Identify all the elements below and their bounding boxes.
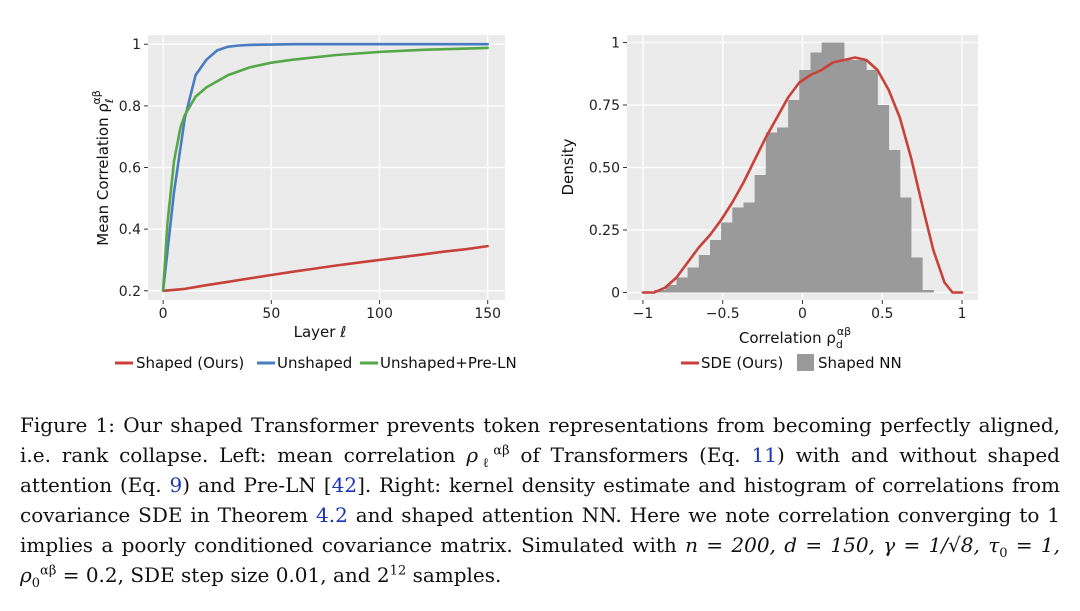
caption-rho0-sup: αβ xyxy=(40,563,57,579)
caption-text-2: of Transformers (Eq. xyxy=(509,443,752,467)
histogram-bar xyxy=(899,197,912,293)
caption-math-2: = 1, ρ xyxy=(20,533,1061,587)
left-series-lines xyxy=(161,42,490,293)
histogram-bar xyxy=(710,240,722,293)
right-x-ticks: −1 −0.5 0 0.5 1 xyxy=(633,300,967,322)
caption-math-1: n = 200, d = 150, γ = 1/√8, τ xyxy=(685,533,1000,557)
left-y-tick-label: 0.8 xyxy=(119,99,141,115)
left-y-ticks: 0.2 0.4 0.6 0.8 1 xyxy=(119,37,148,300)
left-y-axis-label-text: Mean Correlation ρ xyxy=(94,103,112,246)
left-y-axis-label-sup: αβ xyxy=(90,90,103,104)
histogram-bar xyxy=(844,60,856,293)
histogram-bar xyxy=(676,277,689,293)
caption-text-4: ) and Pre-LN [ xyxy=(182,473,332,497)
histogram-bar xyxy=(832,42,845,293)
right-x-axis-label: Correlation ρdαβ xyxy=(739,325,851,351)
figure: 0 50 100 150 0.20.40.60.81 Layer ℓ Mean Cor… xyxy=(90,35,978,372)
left-y-tick-label: 0.6 xyxy=(119,161,141,177)
left-x-axis-label: Layer ℓ xyxy=(294,323,347,341)
legend-label-shaped-nn: Shaped NN xyxy=(818,354,902,372)
right-x-tick-label: −1 xyxy=(633,306,654,322)
right-legend: SDE (Ours) Shaped NN xyxy=(681,354,902,372)
left-y-tick-label: 0.2 xyxy=(119,284,141,300)
legend-swatch-shaped-nn xyxy=(797,354,814,371)
right-y-tick-label: 0.50 xyxy=(589,161,620,177)
caption-ref-42[interactable]: 42 xyxy=(331,473,358,497)
left-x-tick-label: 50 xyxy=(262,306,280,322)
left-y-axis-label: Mean Correlation ρℓαβ xyxy=(90,90,116,245)
right-x-tick-label: 0.5 xyxy=(871,306,893,322)
caption-tau-sub: 0 xyxy=(999,546,1008,561)
caption-ref-eq11[interactable]: 11 xyxy=(751,443,777,467)
right-x-tick-label: −0.5 xyxy=(706,306,740,322)
histogram-bar xyxy=(911,257,923,293)
histogram-bar xyxy=(687,267,700,293)
left-chart: 0 50 100 150 0.2 0.4 0.6 0.8 1 Layer ℓ Mean Cor… xyxy=(90,35,517,372)
right-series-line-0 xyxy=(641,56,964,294)
figure-caption: Figure 1: Our shaped Transformer prevent… xyxy=(20,410,1060,590)
left-x-tick-label: 100 xyxy=(366,306,393,322)
left-x-tick-label: 150 xyxy=(474,306,501,322)
legend-label-shaped: Shaped (Ours) xyxy=(136,354,244,372)
right-kde-line xyxy=(641,56,964,294)
right-y-tick-label: 0.25 xyxy=(589,223,620,239)
caption-rho-sup: αβ xyxy=(493,443,510,459)
caption-text-7: SDE step size 0.01, and 2 xyxy=(123,563,390,587)
histogram-bar xyxy=(810,52,823,293)
right-y-tick-label: 0.75 xyxy=(589,98,620,114)
right-y-tick-label: 0 xyxy=(611,286,620,302)
left-x-tick-label: 0 xyxy=(159,306,168,322)
histogram-bar xyxy=(777,127,789,293)
histogram-bar xyxy=(799,70,811,293)
right-x-axis-label-text: Correlation ρ xyxy=(739,329,836,347)
right-x-axis-label-sup: αβ xyxy=(837,325,851,338)
caption-two-sup: 12 xyxy=(389,563,407,579)
left-y-axis-label-sub: ℓ xyxy=(103,99,116,105)
legend-label-unshaped: Unshaped xyxy=(277,354,352,372)
histogram-bar xyxy=(821,42,834,293)
histogram-bar xyxy=(754,175,767,293)
left-y-tick-label: 1 xyxy=(132,37,141,53)
histogram-bar xyxy=(765,132,778,293)
left-y-tick-label: 0.4 xyxy=(119,222,141,238)
right-x-axis-label-sub: d xyxy=(836,338,843,351)
left-series-line-2 xyxy=(161,46,490,293)
histogram-bar xyxy=(721,222,733,293)
histogram-bar xyxy=(888,150,901,293)
caption-text-5: ]. Right: kernel density estimate and hi… xyxy=(20,473,1060,527)
legend-label-sde: SDE (Ours) xyxy=(701,354,783,372)
caption-rho: ρ xyxy=(466,443,479,467)
caption-text-6: and shaped attention NN. Here we note co… xyxy=(20,503,1061,557)
caption-text-1: Figure 1: Our shaped Transformer prevent… xyxy=(20,413,1060,467)
left-gridlines xyxy=(148,35,505,300)
left-x-ticks: 0 50 100 150 xyxy=(159,300,501,322)
right-y-ticks: 0 0.25 0.50 0.75 1 xyxy=(589,36,627,302)
right-y-tick-label: 1 xyxy=(611,36,620,52)
histogram-bar xyxy=(698,255,711,293)
right-x-tick-label: 0 xyxy=(798,306,807,322)
right-histogram-bars xyxy=(654,42,934,293)
histogram-bar xyxy=(788,100,800,293)
histogram-bar xyxy=(855,60,867,293)
caption-math-3: = 0.2, xyxy=(56,563,124,587)
histogram-bar xyxy=(732,207,744,293)
histogram-bar xyxy=(922,290,934,293)
caption-rho-sub: ℓ xyxy=(478,456,494,471)
histogram-bar xyxy=(877,105,890,293)
histogram-bar xyxy=(743,202,756,293)
right-chart: −1 −0.5 0 0.5 1 0 0.25 0.50 0.75 1 Correlation ρ… xyxy=(559,35,978,372)
caption-text-3: ) with and without shaped attention (Eq. xyxy=(20,443,1060,497)
right-x-tick-label: 1 xyxy=(958,306,967,322)
legend-label-preln: Unshaped+Pre-LN xyxy=(380,354,517,372)
histogram-bar xyxy=(866,70,878,293)
right-y-axis-label: Density xyxy=(559,138,577,195)
histogram-bar xyxy=(665,285,677,293)
left-legend: Shaped (Ours) Unshaped Unshaped+Pre-LN xyxy=(115,354,517,372)
caption-rho0-sub: 0 xyxy=(31,576,41,591)
left-series-line-0 xyxy=(161,244,490,293)
caption-ref-eq9[interactable]: 9 xyxy=(169,473,183,497)
caption-ref-thm[interactable]: 4.2 xyxy=(316,503,348,527)
caption-text-8: samples. xyxy=(406,563,502,587)
